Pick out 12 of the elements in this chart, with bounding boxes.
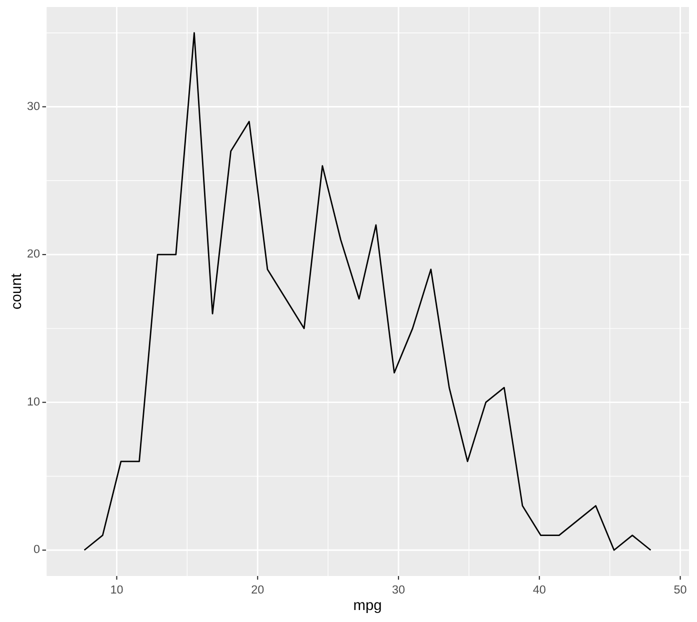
x-tick-label: 30 [392, 584, 406, 597]
y-tick-label: 30 [26, 100, 40, 113]
y-tick-label: 20 [26, 248, 40, 261]
x-tick-label: 20 [251, 584, 265, 597]
x-axis-title: mpg [353, 598, 382, 614]
x-tick-label: 40 [532, 584, 546, 597]
line-series [84, 32, 652, 551]
x-tick-label: 50 [674, 584, 688, 597]
x-tick-label: 10 [110, 584, 124, 597]
y-tick-label: 0 [33, 543, 40, 556]
y-tick-label: 10 [26, 395, 40, 408]
y-axis-title: count [8, 274, 25, 310]
